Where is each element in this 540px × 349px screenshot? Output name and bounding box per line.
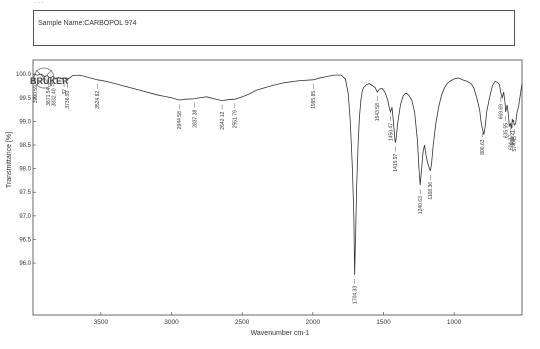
peak-label: 3736.93 (65, 90, 71, 108)
x-tick-label: 3000 (164, 319, 179, 326)
logo-ring (33, 67, 55, 89)
peak-label: 1704.33 (352, 286, 358, 304)
peak-label: 601.37 (508, 135, 514, 151)
peak-label: 1995.85 (311, 91, 317, 109)
peak-label: 2551.79 (233, 110, 239, 128)
peak-label: 3871.54 (46, 87, 52, 105)
peak-label: 2642.12 (220, 111, 226, 129)
y-tick-label: 96.0 (19, 261, 31, 267)
peak-label: 2944.58 (177, 111, 183, 129)
y-tick-label: 99.0 (19, 119, 31, 125)
logo-text: BRUKER (30, 76, 69, 86)
peak-label: 1543.58 (375, 103, 381, 121)
y-tick-label: 96.5 (19, 237, 31, 243)
plot-frame (32, 59, 523, 316)
x-tick-label: 3500 (94, 319, 109, 326)
peak-label: 2837.38 (192, 110, 198, 128)
x-tick-label: 1000 (447, 319, 462, 326)
peak-label: 1450.47 (388, 123, 394, 141)
y-tick-label: 98.0 (19, 167, 31, 173)
x-tick-label: 2500 (235, 319, 250, 326)
peak-label: 3990.59 (33, 85, 39, 103)
series-line (32, 73, 523, 275)
peak-label: 3524.82 (95, 91, 101, 109)
peak-label: 635.55 (503, 123, 509, 139)
y-tick-label: 98.5 (19, 143, 31, 149)
top-note: ~ ~ ~ (34, 0, 44, 5)
x-tick-label: 1500 (376, 319, 391, 326)
y-tick-label: 97.0 (19, 214, 31, 220)
sample-name: Sample Name:CARBOPOL 974 (38, 20, 137, 27)
peak-label: 1415.97 (393, 153, 399, 171)
y-tick-label: 99.5 (19, 96, 31, 102)
peak-label: 574.45 (512, 136, 518, 152)
x-axis-ticks: 3500 3000 2500 2000 1500 1000 (94, 312, 462, 326)
x-axis-label: Wavenumber cm-1 (251, 330, 310, 337)
peak-label: 1168.36 (428, 182, 434, 200)
sample-header-box (33, 10, 515, 46)
peak-label: 37 (62, 89, 68, 95)
peak-label: 669.69 (499, 104, 505, 120)
logo-cross-b (35, 69, 53, 87)
peak-label: 800.63 (480, 139, 486, 155)
y-tick-label: 100.0 (16, 72, 32, 78)
y-tick-label: 97.5 (19, 190, 31, 196)
peak-label: 589.21 (510, 130, 516, 146)
peak-label: 3832.40 (52, 88, 58, 106)
peak-label: 1240.63 (418, 196, 424, 214)
bruker-logo: BRUKER (30, 67, 69, 89)
y-axis-label: Transmittance [%] (6, 132, 13, 188)
y-axis-ticks: 96.0 96.5 97.0 97.5 98.0 98.5 99.0 99.5 100.0 (16, 72, 36, 267)
x-tick-label: 2000 (306, 319, 321, 326)
